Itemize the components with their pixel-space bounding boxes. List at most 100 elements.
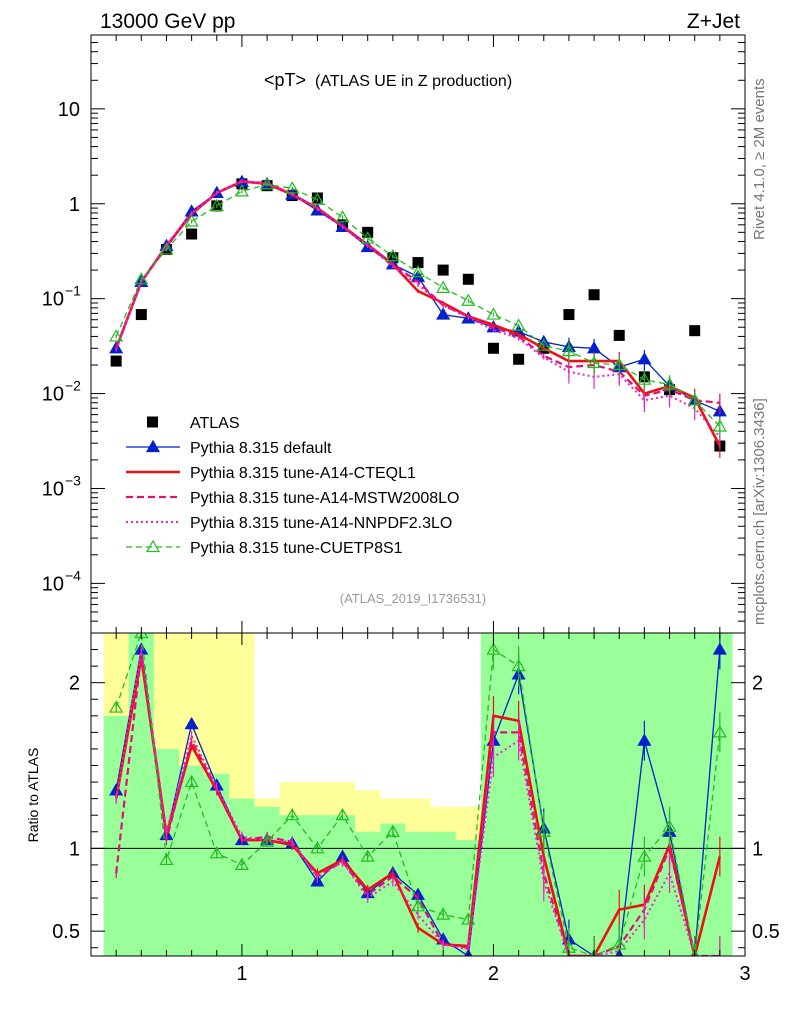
atlas-data-point xyxy=(186,228,198,240)
pythia-8-315-tune-cuetp8s1-marker xyxy=(159,242,174,255)
ratio-plot: 0.5 0.5 1 1 2 2 Ratio to ATLAS xyxy=(25,632,780,957)
analysis-watermark: (ATLAS_2019_I1736531) xyxy=(340,591,486,606)
atlas-data-point xyxy=(135,309,147,321)
uncertainty-band-inner xyxy=(254,806,280,956)
uncertainty-band-inner xyxy=(656,633,683,956)
ratio-y-tick-label-right: 1 xyxy=(752,838,763,860)
legend-label: Pythia 8.315 tune-A14-MSTW2008LO xyxy=(190,490,459,507)
pythia-8-315-tune-cuetp8s1-marker xyxy=(335,210,350,223)
y-tick-label-exponent: −4 xyxy=(65,567,81,583)
legend-marker-atlas xyxy=(147,416,158,428)
ratio-y-tick-label-right: 0.5 xyxy=(752,921,780,943)
pythia-8-315-tune-cuetp8s1-marker xyxy=(285,181,300,194)
ratio-y-tick-label: 0.5 xyxy=(52,921,80,943)
pythia-8-315-tune-cuetp8s1-marker xyxy=(536,824,551,837)
ratio-y-tick-label-right: 2 xyxy=(752,673,763,695)
header-left: 13000 GeV pp xyxy=(100,10,235,33)
legend-label: Pythia 8.315 tune-CUETP8S1 xyxy=(190,540,403,557)
uncertainty-band-inner xyxy=(179,765,205,956)
legend-marker-pythia-8-315-default xyxy=(145,439,161,453)
pythia-8-315-tune-cuetp8s1-marker xyxy=(511,318,526,331)
pythia-8-315-default-marker xyxy=(712,642,727,655)
pythia-8-315-default-marker xyxy=(184,716,199,730)
x-tick-label: 3 xyxy=(739,963,750,985)
pythia-8-315-tune-cuetp8s1-marker xyxy=(385,249,400,262)
pythia-8-315-tune-cuetp8s1-marker xyxy=(385,824,400,837)
y-tick-label-exponent: −3 xyxy=(65,472,81,488)
pythia-8-315-tune-cuetp8s1-marker xyxy=(184,214,199,227)
uncertainty-band-inner xyxy=(329,815,356,956)
pythia-8-315-tune-cuetp8s1-marker xyxy=(436,280,451,293)
uncertainty-band-inner xyxy=(581,633,607,956)
pythia-8-315-tune-cuetp8s1-marker xyxy=(690,948,699,956)
pythia-8-315-tune-cuetp8s1-marker xyxy=(109,700,124,713)
pythia-8-315-default-marker xyxy=(436,307,451,320)
uncertainty-band-inner xyxy=(531,633,557,956)
y-tick-label: 10 xyxy=(58,99,80,121)
plot-subtitle: (ATLAS UE in Z production) xyxy=(315,73,512,90)
atlas-data-point xyxy=(462,273,474,285)
y-tick-label-exponent: −1 xyxy=(65,283,81,299)
uncertainty-band-inner xyxy=(204,773,230,956)
pythia-8-315-tune-cuetp8s1-marker xyxy=(285,807,300,821)
pythia-8-315-tune-cuetp8s1-marker xyxy=(234,184,249,197)
x-tick-label: 2 xyxy=(488,963,499,985)
pythia-8-315-tune-cuetp8s1-marker xyxy=(360,849,375,862)
pythia-8-315-tune-cuetp8s1-marker xyxy=(461,293,476,306)
atlas-data-point xyxy=(487,342,499,354)
atlas-data-point xyxy=(437,264,449,276)
y-tick-label: 10 xyxy=(42,384,64,406)
pythia-8-315-tune-cuetp8s1-marker xyxy=(360,231,375,244)
legend-label: Pythia 8.315 tune-A14-NNPDF2.3LO xyxy=(190,515,452,532)
pythia-8-315-tune-cuetp8s1-marker xyxy=(436,907,451,920)
pythia-8-315-tune-cuetp8s1-marker xyxy=(184,774,199,788)
pythia-8-315-tune-cuetp8s1-marker xyxy=(260,834,275,847)
atlas-data-point xyxy=(588,289,600,301)
ratio-y-tick-label: 2 xyxy=(69,673,80,695)
pythia-8-315-tune-cuetp8s1-marker xyxy=(511,658,526,672)
atlas-data-point xyxy=(689,325,701,337)
atlas-data-point xyxy=(613,329,625,341)
legend-marker-pythia-8-315-tune-cuetp8s1 xyxy=(145,539,161,553)
legend: ATLAS Pythia 8.315 default Pythia 8.315 tu… xyxy=(126,415,459,557)
pythia-8-315-tune-cuetp8s1-marker xyxy=(662,819,677,832)
pythia-8-315-tune-cuetp8s1-marker xyxy=(109,329,124,342)
x-tick-label: 1 xyxy=(236,963,247,985)
pythia-8-315-default-marker xyxy=(637,352,652,365)
y-tick-label: 1 xyxy=(69,194,80,216)
atlas-data-point xyxy=(412,257,424,269)
pythia-8-315-tune-cuetp8s1-marker xyxy=(234,857,249,870)
y-tick-label: 10 xyxy=(42,573,64,595)
uncertainty-band-inner xyxy=(682,633,708,956)
pythia-8-315-tune-cuetp8s1-marker xyxy=(335,807,350,821)
rivet-version-label: Rivet 4.1.0, ≥ 2M events xyxy=(751,78,768,240)
pythia-8-315-tune-cuetp8s1-marker xyxy=(461,912,476,925)
atlas-data-point xyxy=(563,309,575,321)
mcplots-label: mcplots.cern.ch [arXiv:1306.3436] xyxy=(751,398,768,625)
pythia-8-315-tune-cuetp8s1-marker xyxy=(486,307,501,320)
uncertainty-band-inner xyxy=(707,633,733,956)
pythia-8-315-tune-cuetp8s1-marker xyxy=(637,372,652,385)
pythia-8-315-tune-cuetp8s1-marker xyxy=(260,177,275,190)
pythia-8-315-tune-cuetp8s1-marker xyxy=(589,948,599,956)
pythia-8-315-tune-cuetp8s1-marker xyxy=(209,846,224,859)
pythia-8-315-tune-cuetp8s1-marker xyxy=(712,419,727,432)
uncertainty-band-inner xyxy=(128,633,154,956)
pythia-8-315-tune-cuetp8s1-marker xyxy=(587,355,602,369)
pythia-8-315-tune-a14-nnpdf2-3lo-line xyxy=(115,179,721,438)
atlas-data-point xyxy=(110,355,122,367)
pythia-8-315-tune-cuetp8s1-marker xyxy=(712,725,727,738)
pythia-8-315-tune-cuetp8s1-marker xyxy=(310,192,325,205)
ratio-y-tick-label: 1 xyxy=(69,838,80,860)
pythia-8-315-tune-cuetp8s1-marker xyxy=(159,852,174,866)
pythia-8-315-tune-cuetp8s1-marker xyxy=(310,841,325,854)
pythia-8-315-tune-cuetp8s1-marker xyxy=(410,264,426,278)
pythia-8-315-tune-cuetp8s1-marker xyxy=(134,272,149,285)
uncertainty-band-inner xyxy=(556,633,582,956)
pythia-8-315-tune-cuetp8s1-marker xyxy=(612,937,627,950)
y-tick-label: 10 xyxy=(42,289,64,311)
pythia-8-315-default-line xyxy=(115,181,721,412)
pythia-8-315-tune-cuetp8s1-marker xyxy=(486,642,501,655)
